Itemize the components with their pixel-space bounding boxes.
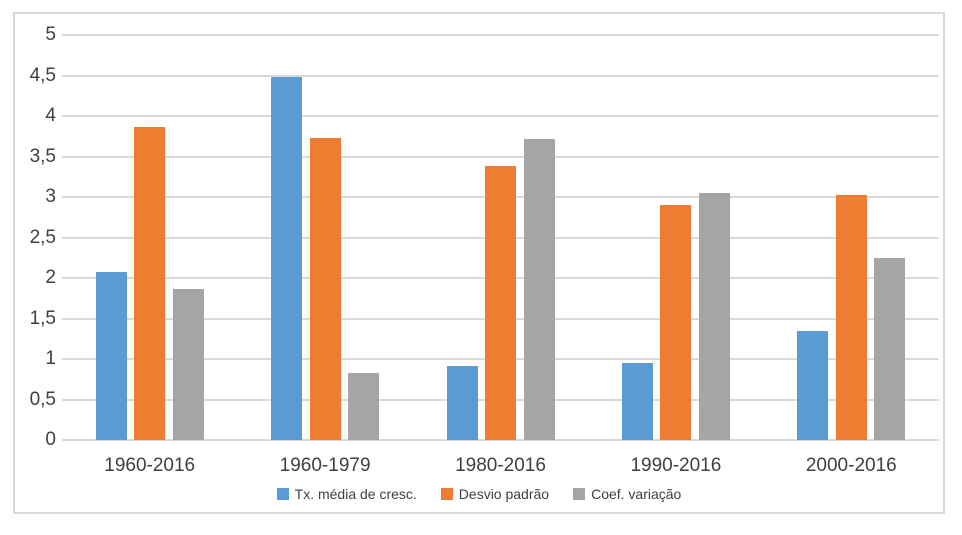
gridline [62, 115, 939, 117]
bar-1980-2016-s2 [523, 138, 555, 440]
legend-label: Coef. variação [591, 486, 682, 502]
legend-swatch-icon [440, 488, 453, 500]
gridline [62, 155, 939, 158]
bar-1960-2016-s0 [95, 272, 127, 440]
bar-2000-2016-s0 [797, 331, 829, 440]
bar-1960-1979-s2 [348, 372, 380, 440]
y-tick-label: 0 [45, 429, 56, 450]
x-category-label: 1960-2016 [104, 455, 196, 476]
y-tick-label: 3 [45, 186, 56, 207]
y-tick-label: 4 [45, 105, 56, 126]
x-category-label: 1980-2016 [455, 455, 546, 476]
legend-label: Desvio padrão [458, 486, 550, 502]
legend-swatch-icon [276, 488, 289, 500]
gridline [62, 34, 939, 36]
bar-1990-2016-s2 [698, 192, 730, 440]
y-tick-label: 1 [45, 348, 56, 369]
y-tick-label: 3,5 [29, 145, 56, 167]
x-category-label: 1960-1979 [279, 455, 371, 476]
bar-2000-2016-s2 [874, 257, 906, 440]
legend-label: Tx. média de cresc. [294, 486, 417, 502]
bar-2000-2016-s1 [835, 195, 867, 440]
y-tick-label: 2 [45, 267, 56, 288]
bar-1960-2016-s1 [134, 126, 166, 440]
legend: Tx. média de cresc. Desvio padrão Coef. va… [15, 486, 943, 502]
x-category-label: 2000-2016 [805, 455, 897, 476]
y-tick-label: 1,5 [29, 307, 56, 329]
gridline [62, 74, 939, 77]
bar-1960-2016-s2 [172, 288, 204, 440]
gridline [62, 439, 939, 441]
y-tick-label: 2,5 [29, 226, 56, 248]
y-tick-label: 0,5 [29, 388, 56, 410]
bar-1960-1979-s0 [271, 77, 303, 440]
y-tick-label: 4,5 [29, 64, 56, 86]
plot-area: 0 0,5 1 1,5 2 2,5 3 3,5 4 4,5 5 1960-2016 1960-1979… [15, 14, 945, 512]
bar-1980-2016-s1 [485, 166, 516, 440]
bar-1980-2016-s0 [446, 366, 478, 440]
legend-item: Tx. média de cresc. [276, 486, 417, 502]
legend-item: Coef. variação [573, 486, 681, 502]
x-category-label: 1990-2016 [630, 455, 722, 476]
chart-frame: 0 0,5 1 1,5 2 2,5 3 3,5 4 4,5 5 1960-2016 1960-1979… [13, 12, 945, 514]
bar-1960-1979-s1 [309, 137, 341, 440]
legend-item: Desvio padrão [440, 486, 550, 502]
bar-1990-2016-s0 [621, 363, 653, 440]
bar-1990-2016-s1 [660, 205, 692, 440]
y-tick-label: 5 [45, 24, 56, 45]
legend-swatch-icon [573, 488, 586, 500]
